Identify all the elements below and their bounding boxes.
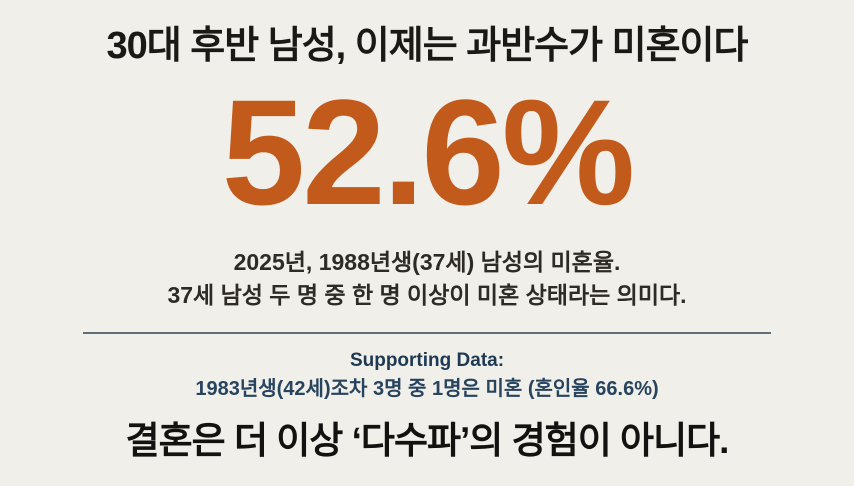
headline-stat-value: 52.6%	[221, 68, 635, 237]
description-line-2: 37세 남성 두 명 중 한 명 이상이 미혼 상태라는 의미다.	[167, 282, 687, 308]
conclusion-text: 결혼은 더 이상 ‘다수파’의 경험이 아니다.	[125, 420, 730, 462]
section-divider	[83, 332, 771, 335]
supporting-data-label: Supporting Data:	[349, 350, 505, 372]
supporting-data-detail: 1983년생(42세)조차 3명 중 1명은 미혼 (혼인율 66.6%)	[195, 378, 659, 401]
supporting-data-section: Supporting Data: 1983년생(42세)조차 3명 중 1명은 …	[195, 349, 658, 402]
slide-title: 30대 후반 남성, 이제는 과반수가 미혼이다	[106, 25, 749, 67]
stat-description: 2025년, 1988년생(37세) 남성의 미혼율. 37세 남성 두 명 중…	[167, 246, 686, 313]
description-line-1: 2025년, 1988년생(37세) 남성의 미혼율.	[233, 248, 621, 275]
